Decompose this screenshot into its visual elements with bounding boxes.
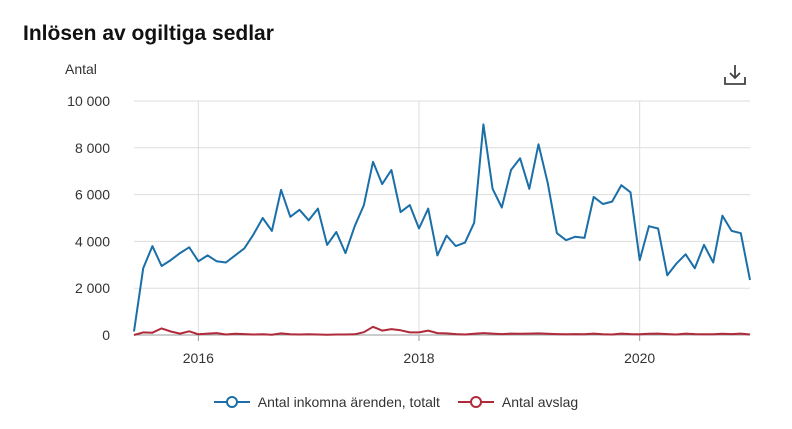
x-tick-label: 2020	[624, 350, 655, 366]
y-tick-label: 2 000	[75, 280, 110, 296]
x-axis-ticks: 2016 2018 2020	[183, 335, 655, 366]
series-line-rejections	[133, 325, 751, 336]
legend-item-rejections[interactable]: Antal avslag	[457, 394, 579, 410]
grid	[134, 100, 750, 336]
y-tick-label: 8 000	[75, 140, 110, 156]
y-tick-label: 0	[102, 327, 110, 343]
y-axis-label: Antal	[65, 61, 97, 77]
x-tick-label: 2016	[183, 350, 214, 366]
x-tick-label: 2018	[403, 350, 434, 366]
legend-item-total[interactable]: Antal inkomna ärenden, totalt	[213, 394, 440, 410]
chart-title: Inlösen av ogiltiga sedlar	[23, 22, 274, 45]
legend: Antal inkomna ärenden, totalt Antal avsl…	[0, 394, 792, 410]
y-axis-ticks: 0 2 000 4 000 6 000 8 000 10 000	[67, 93, 110, 343]
legend-swatch-rejections	[457, 396, 494, 408]
legend-swatch-total	[213, 396, 250, 408]
series-lines	[133, 123, 751, 336]
legend-label-rejections: Antal avslag	[501, 394, 579, 410]
download-icon	[724, 65, 746, 85]
y-tick-label: 10 000	[67, 93, 110, 109]
download-button[interactable]	[722, 62, 748, 88]
legend-label-total: Antal inkomna ärenden, totalt	[257, 394, 440, 410]
y-tick-label: 6 000	[75, 187, 110, 203]
y-tick-label: 4 000	[75, 233, 110, 249]
series-line-total	[133, 123, 751, 332]
